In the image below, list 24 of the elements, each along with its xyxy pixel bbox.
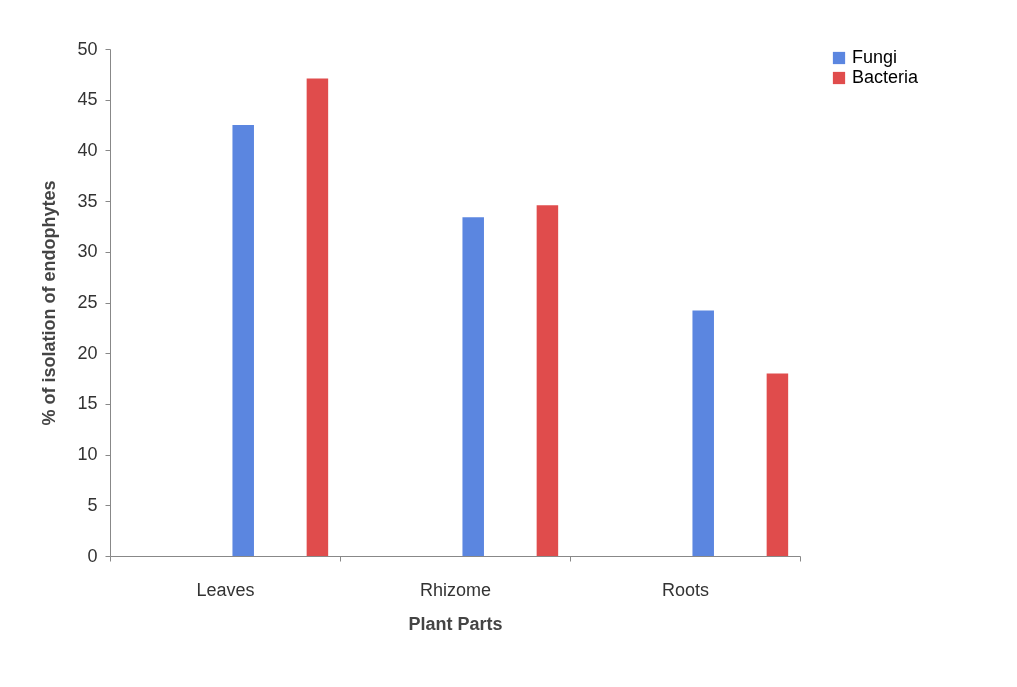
legend-label: Fungi [852,47,898,67]
y-tick-label: 50 [77,38,98,59]
bar [536,205,559,556]
y-tick-label: 45 [77,89,98,110]
y-tick-label: 10 [77,444,98,465]
bar [692,310,714,556]
y-tick-label: 30 [77,241,98,262]
bar [766,373,789,556]
y-tick-label: 20 [77,342,98,363]
x-tick-label: Leaves [196,579,255,600]
x-tick-label: Rhizome [419,579,492,600]
y-axis-title: % of isolation of endophytes [39,180,60,426]
y-tick-label: 40 [77,139,98,160]
y-tick-label: 15 [77,393,98,414]
bar [462,217,484,556]
y-tick-label: 35 [77,190,98,211]
bar [306,78,329,556]
y-tick-label: 5 [87,494,98,515]
y-tick-label: 0 [87,545,98,566]
legend-label: Bacteria [852,67,920,87]
y-tick-label: 25 [77,292,98,312]
x-axis-title: Plant Parts [408,613,503,634]
bar [232,125,254,556]
x-tick-label: Roots [661,579,710,600]
